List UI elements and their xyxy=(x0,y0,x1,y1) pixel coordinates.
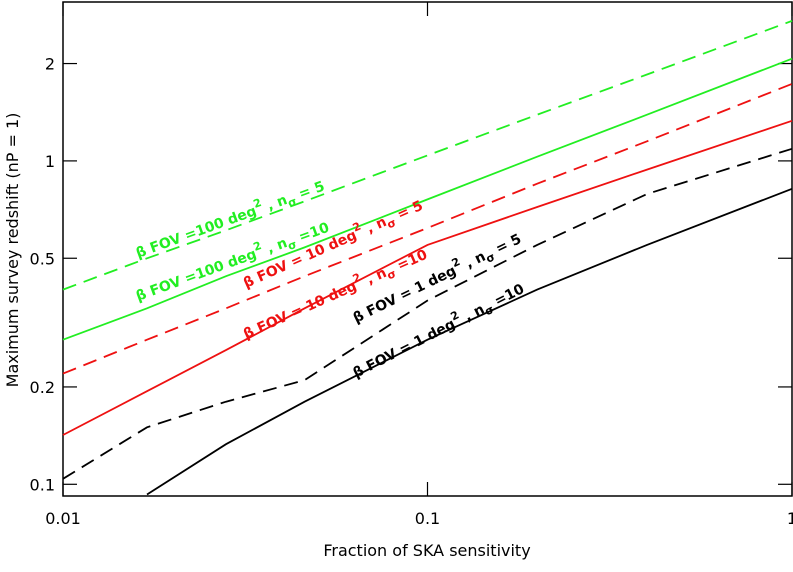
annotation-part: , n xyxy=(459,249,489,274)
y-tick-label: 1 xyxy=(45,152,55,171)
y-tick-label: 0.2 xyxy=(30,378,55,397)
series-line xyxy=(62,147,793,480)
annotation-part: , n xyxy=(260,192,289,216)
series-line xyxy=(62,57,793,341)
annotation-part: =10 xyxy=(488,281,528,312)
y-tick-label: 2 xyxy=(45,55,55,74)
annotation-part: β FOV = 1 deg xyxy=(351,316,458,381)
annotation-part: , n xyxy=(458,301,488,327)
series-line xyxy=(146,187,793,496)
y-tick-label: 0.5 xyxy=(30,249,55,268)
x-tick-label: 0.1 xyxy=(415,509,440,528)
x-axis-label: Fraction of SKA sensitivity xyxy=(323,541,530,560)
y-axis-label: Maximum survey redshift (nP = 1) xyxy=(3,113,22,388)
annotation-part: , n xyxy=(360,265,389,290)
annotation: β FOV = 1 deg2 , nσ =10 xyxy=(348,277,528,385)
annotation-part: β FOV = 10 deg xyxy=(241,278,359,342)
annotation-part: 2 xyxy=(252,239,264,254)
annotation-part: σ xyxy=(286,238,299,253)
annotation-part: = 5 xyxy=(292,178,327,204)
annotation-part: , n xyxy=(360,214,389,239)
annotation-part: 2 xyxy=(252,196,264,211)
annotation-part: = 5 xyxy=(390,198,425,225)
x-tick-label: 1 xyxy=(787,509,793,528)
y-tick-label: 0.1 xyxy=(30,475,55,494)
series-line xyxy=(62,20,793,291)
series-line xyxy=(62,119,793,436)
annotation-part: σ xyxy=(286,195,299,210)
x-tick-label: 0.01 xyxy=(45,509,81,528)
annotation-part: =10 xyxy=(390,247,430,276)
